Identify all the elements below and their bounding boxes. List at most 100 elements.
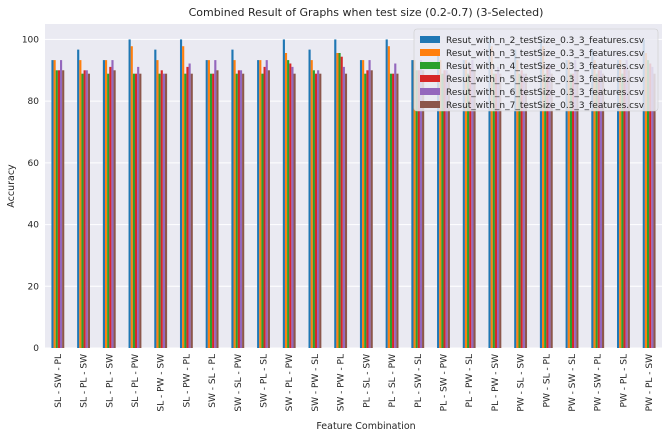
bar [85,70,88,349]
bar [336,53,339,349]
bar [653,73,656,349]
bar [107,73,110,349]
legend-swatch [420,62,440,69]
x-tick-label: PL - PW - SL [465,354,475,407]
x-tick-label: SL - PW - PL [182,354,192,407]
legend-entry: Resut_with_n_6_testSize_0.3_3_features.c… [446,88,645,98]
bar [291,66,294,349]
x-tick-label: SW - PW - SL [311,354,321,412]
bar [651,66,654,349]
bar [207,60,210,349]
bar [259,60,262,349]
bar [289,63,292,349]
bar [447,73,450,349]
bar [396,73,399,349]
bar [469,66,472,349]
bar [293,73,296,349]
bar [242,73,245,349]
bar [158,73,161,349]
bar [359,60,363,349]
y-tick-label: 60 [28,159,40,169]
x-tick-label: SW - PL - SL [260,354,270,408]
bar [389,73,393,349]
bar [411,60,414,349]
x-tick-label: PW - SL - SW [517,354,527,412]
bar [392,73,395,349]
bar [574,60,577,349]
bar [216,70,219,349]
bar [550,73,553,349]
bar [546,66,549,349]
legend-entry: Resut_with_n_5_testSize_0.3_3_features.c… [446,75,645,85]
x-tick-label: SW - PL - PW [285,354,295,411]
x-tick-label: SL - PL - SW [80,354,90,408]
bar [544,73,547,349]
bar [214,60,217,349]
bar [522,73,525,349]
bar [597,70,600,349]
bar [490,46,493,349]
bar [422,70,425,349]
bar [261,73,264,349]
bar [593,60,596,349]
y-tick-label: 20 [28,282,40,292]
bar [267,70,270,349]
bar [308,49,311,349]
chart-title: Combined Result of Graphs when test size… [189,6,544,19]
bar [312,70,315,349]
x-axis-label: Feature Combination [316,421,415,432]
bar [83,70,86,349]
bar [362,60,365,349]
x-tick-label: SL - PL - SW [105,354,115,408]
x-tick-label: PW - PL - SW [645,354,655,411]
bar [334,39,337,349]
bar [62,70,65,349]
bar [473,70,476,349]
bar [524,73,528,349]
bar [647,60,650,349]
bar [282,39,285,349]
bar [128,39,131,349]
bar [162,73,165,349]
bar [104,60,108,349]
bar [520,70,523,349]
bar [464,60,468,349]
legend-swatch [420,75,440,82]
bar [625,60,628,349]
bar [160,70,163,349]
bar [81,73,84,349]
bar [518,73,521,349]
bar [113,70,116,349]
bar [370,70,373,349]
x-tick-label: SW - PW - PL [337,354,347,411]
x-tick-label: PW - SL - PL [542,354,552,407]
x-tick-label: PL - SW - SL [414,354,424,408]
bar [548,63,551,349]
legend-box [413,28,659,112]
y-tick-label: 0 [33,344,39,354]
bar [492,73,495,349]
bar [617,60,620,349]
bar [154,49,157,349]
bar [102,60,105,349]
y-tick-label: 80 [28,97,40,107]
bar [445,70,448,349]
bar [231,49,234,349]
bar [79,60,82,349]
bar [439,60,442,349]
bar [239,70,243,349]
bar [156,60,159,349]
bar [542,46,545,349]
x-tick-label: SL - PL - PW [131,354,141,408]
bar [494,73,498,349]
bar [443,70,446,349]
y-axis-label: Accuracy [6,164,17,208]
legend-swatch [420,36,440,43]
bar [413,60,416,349]
bar [602,73,605,349]
x-tick-label: PW - SW - PL [594,354,604,411]
bar [342,66,345,349]
bar [621,73,624,349]
bar [488,39,491,349]
